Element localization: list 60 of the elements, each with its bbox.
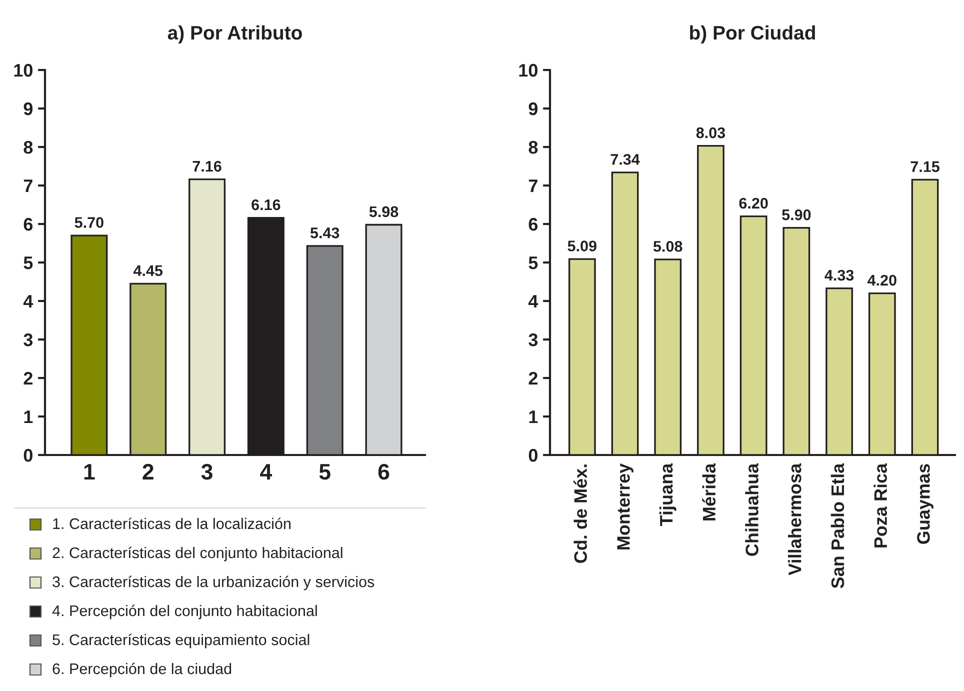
y-tick-label: 0 (24, 448, 32, 462)
data-label: 5.98 (369, 206, 398, 218)
x-tick-label: 2 (142, 464, 154, 480)
y-tick-label: 6 (24, 218, 33, 231)
x-tick-label: 6 (378, 464, 390, 480)
y-tick-label: 3 (528, 333, 538, 346)
data-label: 7.16 (192, 160, 222, 172)
data-label: 5.08 (653, 240, 682, 252)
data-label: 4.33 (824, 270, 854, 281)
y-tick-label: 5 (24, 256, 33, 270)
data-label: 4.20 (868, 274, 896, 286)
legend-label: 4. Percepción del conjunto habitacional (52, 604, 317, 620)
legend-label: 3. Características de la urbanización y servicios (52, 576, 374, 590)
x-tick-label: 3 (201, 464, 212, 480)
chart-title: b) Por Ciudad (690, 25, 815, 44)
data-label: 6.20 (739, 198, 768, 209)
x-tick-label: Mérida (702, 463, 716, 520)
data-label: 7.34 (610, 154, 640, 165)
y-tick-label: 3 (24, 333, 33, 346)
data-label: 7.15 (910, 161, 940, 172)
y-tick-label: 6 (528, 218, 538, 231)
data-label: 8.03 (696, 127, 726, 138)
x-tick-label: Tijuana (659, 463, 676, 526)
y-tick-label: 0 (528, 448, 538, 462)
x-tick-label: Cd. de Méx. (574, 464, 587, 563)
y-tick-label: 10 (519, 64, 538, 77)
x-tick-label: San Pablo Etla (830, 463, 844, 588)
y-tick-label: 1 (529, 410, 538, 424)
y-tick-label: 9 (528, 102, 538, 116)
x-tick-label: Villahermosa (788, 463, 802, 576)
x-tick-label: 4 (260, 464, 272, 480)
legend-label: 1. Características de la localización (53, 518, 290, 530)
x-tick-label: Monterrey (617, 463, 634, 550)
data-label: 4.45 (133, 265, 163, 276)
legend-label: 2. Características del conjunto habitacional (52, 546, 342, 562)
y-tick-label: 8 (528, 140, 538, 154)
x-tick-label: Poza Rica (874, 463, 887, 548)
legend-label: 6. Percepción de la ciudad (52, 662, 232, 678)
y-tick-label: 4 (23, 295, 34, 308)
y-tick-label: 1 (24, 410, 33, 424)
data-label: 6.16 (252, 199, 280, 210)
y-tick-label: 5 (528, 256, 538, 270)
x-tick-label: Guaymas (917, 464, 934, 544)
x-tick-label: 5 (319, 464, 330, 480)
y-tick-label: 4 (528, 295, 538, 308)
y-tick-label: 7 (24, 180, 32, 192)
data-label: 5.09 (568, 240, 596, 252)
data-label: 5.70 (74, 217, 104, 228)
y-tick-label: 2 (24, 372, 32, 385)
data-label: 5.43 (310, 227, 340, 238)
x-tick-label: Chihuahua (745, 463, 758, 556)
y-tick-label: 7 (528, 180, 538, 192)
data-label: 5.90 (782, 209, 811, 220)
y-tick-label: 8 (24, 140, 33, 154)
legend-label: 5. Características equipamiento social (52, 634, 310, 648)
y-tick-label: 10 (14, 64, 32, 77)
y-tick-label: 9 (24, 102, 33, 116)
chart-title: a) Por Atributo (168, 25, 302, 44)
y-tick-label: 2 (528, 372, 538, 385)
x-tick-label: 1 (84, 464, 95, 480)
